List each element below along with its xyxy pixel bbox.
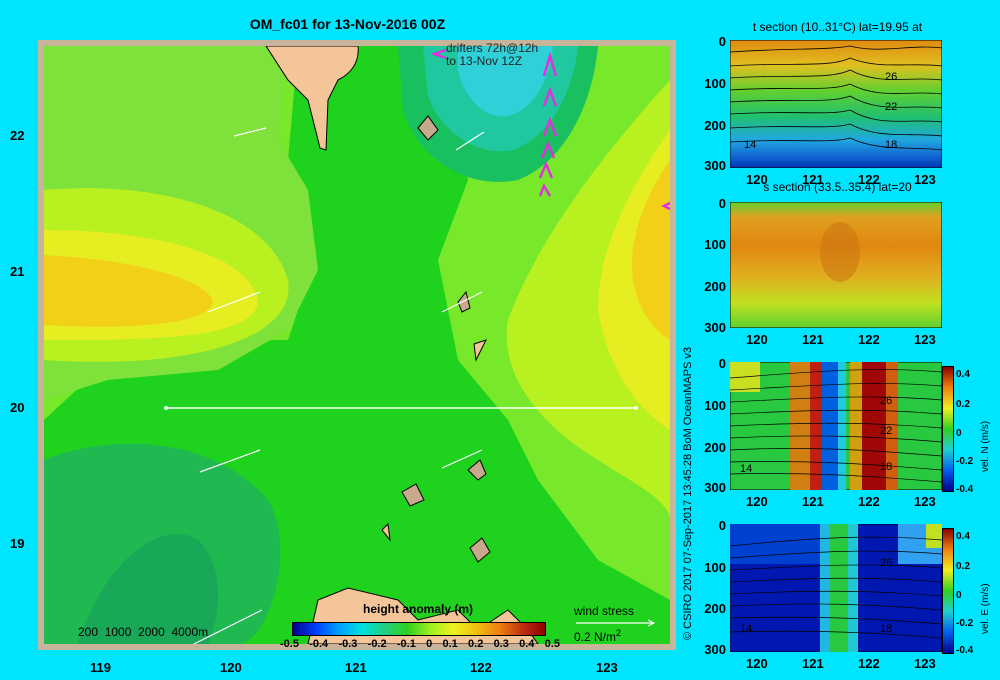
lat-tick: 21 <box>10 264 25 279</box>
depth-tick: 300 <box>704 642 726 657</box>
lon-tick: 123 <box>914 332 936 347</box>
lon-tick: 119 <box>90 660 111 675</box>
main-map <box>38 40 676 650</box>
cbar-tick: -0.2 <box>367 638 387 650</box>
wind-arrows <box>192 127 485 644</box>
drifters-label: drifters 72h@12h to 13-Nov 12Z <box>446 41 539 68</box>
temperature-section: 26 22 18 14 <box>730 40 942 168</box>
lon-tick: 120 <box>746 172 768 187</box>
cbar-tick: -0.2 <box>956 618 974 629</box>
depth-tick: 0 <box>718 196 726 211</box>
cbar-tick: -0.4 <box>956 645 974 656</box>
lon-tick: 122 <box>858 172 880 187</box>
depth-tick: 200 <box>704 440 726 455</box>
cbar-tick: 0.4 <box>956 369 970 380</box>
north-velocity-section: 26 22 18 14 <box>730 362 942 490</box>
lon-tick: 122 <box>858 656 880 671</box>
depth-tick: 300 <box>704 480 726 495</box>
lat-tick: 19 <box>10 536 25 551</box>
east-velocity-section: 26 18 14 <box>730 524 942 652</box>
depth-tick: 0 <box>718 518 726 533</box>
cbar-tick: 0 <box>956 428 962 439</box>
depth-tick: 300 <box>704 320 726 335</box>
lat-tick: 22 <box>10 128 25 143</box>
map-title: OM_fc01 for 13-Nov-2016 00Z <box>249 16 446 32</box>
depth-tick: 100 <box>704 560 726 575</box>
cbar-tick: 0.4 <box>956 531 970 542</box>
cbar-tick: -0.3 <box>338 638 358 650</box>
vel-e-label: vel. E (m/s) <box>980 583 991 634</box>
wind-stress-scale: 0.2 N/m <box>574 630 617 644</box>
drifter-tracks <box>430 48 670 211</box>
lon-tick: 122 <box>470 660 492 675</box>
salinity-section <box>730 202 942 328</box>
wind-stress-key: wind stress 0.2 N/m2 <box>574 604 664 644</box>
depth-tick: 200 <box>704 118 726 133</box>
cbar-tick: 0 <box>956 590 962 601</box>
height-anomaly-field <box>44 46 670 644</box>
vel-n-label: vel. N (m/s) <box>980 420 991 472</box>
cbar-tick: 0.4 <box>519 638 535 650</box>
wind-stress-exp: 2 <box>616 628 622 638</box>
contour-label: 26 <box>880 557 892 569</box>
contour-label: 22 <box>885 101 897 113</box>
wind-stress-label: wind stress <box>574 604 635 618</box>
lon-tick: 123 <box>914 172 936 187</box>
contour-label: 14 <box>744 139 756 151</box>
depth-tick: 0 <box>718 34 726 49</box>
contour-label: 18 <box>880 623 892 635</box>
cbar-tick: -0.2 <box>956 456 974 467</box>
lon-tick: 120 <box>220 660 242 675</box>
contour-label: 18 <box>880 461 892 473</box>
cbar-tick: 0 <box>426 638 433 650</box>
cbar-tick: 0.5 <box>544 638 560 650</box>
cbar-tick: 0.2 <box>468 638 484 650</box>
cbar-tick: -0.5 <box>280 638 299 650</box>
lon-tick: 120 <box>746 332 768 347</box>
height-colorbar: height anomaly (m) -0.5 -0.4 -0.3 -0.2 -… <box>280 602 560 654</box>
cbar-tick: 0.2 <box>956 399 970 410</box>
contour-label: 18 <box>885 139 897 151</box>
contour-label: 14 <box>740 623 752 635</box>
cbar-tick: 0.3 <box>493 638 509 650</box>
vel-e-colorbar <box>942 528 954 654</box>
cbar-tick: 0.2 <box>956 561 970 572</box>
lon-tick: 123 <box>596 660 618 675</box>
lon-tick: 121 <box>345 660 367 675</box>
panel-title-salinity: s section (33.5..35.4) lat=20 <box>763 180 912 194</box>
credit-text: © CSIRO 2017 07-Sep-2017 13:45:28 BoM Oc… <box>682 346 694 640</box>
cbar-tick: -0.4 <box>309 638 329 650</box>
cbar-tick: -0.4 <box>956 484 974 495</box>
lon-tick: 121 <box>802 494 824 509</box>
cbar-tick: 0.1 <box>442 638 458 650</box>
depth-legend: 200 1000 2000 4000m <box>78 625 209 639</box>
depth-tick: 300 <box>704 158 726 173</box>
lat-tick: 20 <box>10 400 25 415</box>
lon-tick: 122 <box>858 332 880 347</box>
depth-tick: 200 <box>704 601 726 616</box>
depth-tick: 0 <box>718 356 726 371</box>
lon-tick: 120 <box>746 656 768 671</box>
lon-tick: 120 <box>746 494 768 509</box>
depth-tick: 100 <box>704 398 726 413</box>
contour-label: 22 <box>880 425 892 437</box>
depth-tick: 200 <box>704 279 726 294</box>
colorbar-title: height anomaly (m) <box>362 602 473 616</box>
land-taiwan <box>265 46 359 151</box>
lon-tick: 122 <box>858 494 880 509</box>
cbar-tick: -0.1 <box>396 638 416 650</box>
lon-tick: 123 <box>914 494 936 509</box>
vel-n-colorbar <box>942 366 954 492</box>
panel-title-temperature: t section (10..31°C) lat=19.95 at <box>752 20 923 34</box>
contour-label: 14 <box>740 463 752 475</box>
lon-tick: 121 <box>802 656 824 671</box>
lon-tick: 123 <box>914 656 936 671</box>
lon-tick: 121 <box>802 172 824 187</box>
depth-tick: 100 <box>704 76 726 91</box>
lon-tick: 121 <box>802 332 824 347</box>
depth-tick: 100 <box>704 237 726 252</box>
colorbar-gradient <box>292 622 546 636</box>
contour-label: 26 <box>885 71 897 83</box>
contour-label: 26 <box>880 395 892 407</box>
